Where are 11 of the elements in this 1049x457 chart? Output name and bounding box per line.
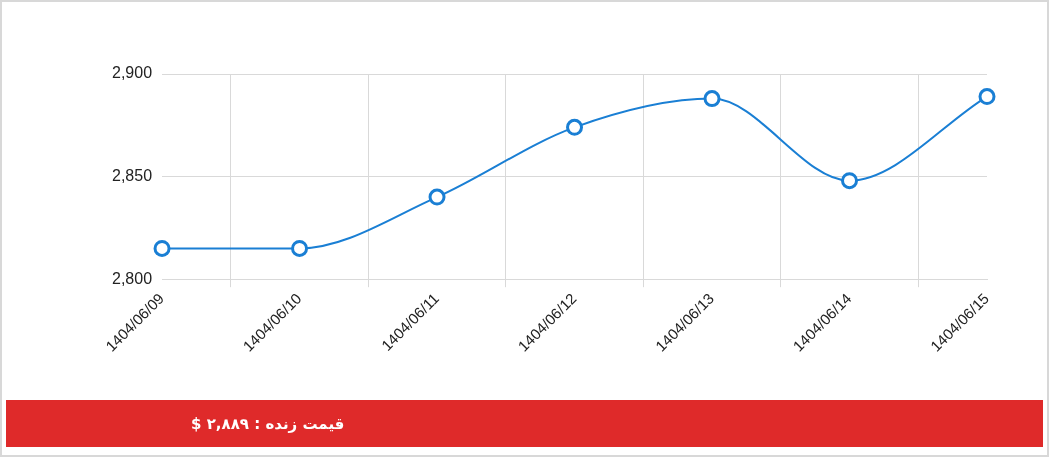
point xyxy=(153,239,171,257)
point xyxy=(978,88,996,106)
point xyxy=(291,239,309,257)
point xyxy=(703,90,721,108)
y-tick-label: 2,900 xyxy=(111,64,153,82)
point xyxy=(566,118,584,136)
point xyxy=(428,188,446,206)
text: قیمت زنده : ۲,۸۸۹ $ xyxy=(191,414,345,433)
point xyxy=(841,172,859,190)
y-tick-label: 2,850 xyxy=(111,167,153,184)
y-tick-label: 2,800 xyxy=(111,269,153,287)
